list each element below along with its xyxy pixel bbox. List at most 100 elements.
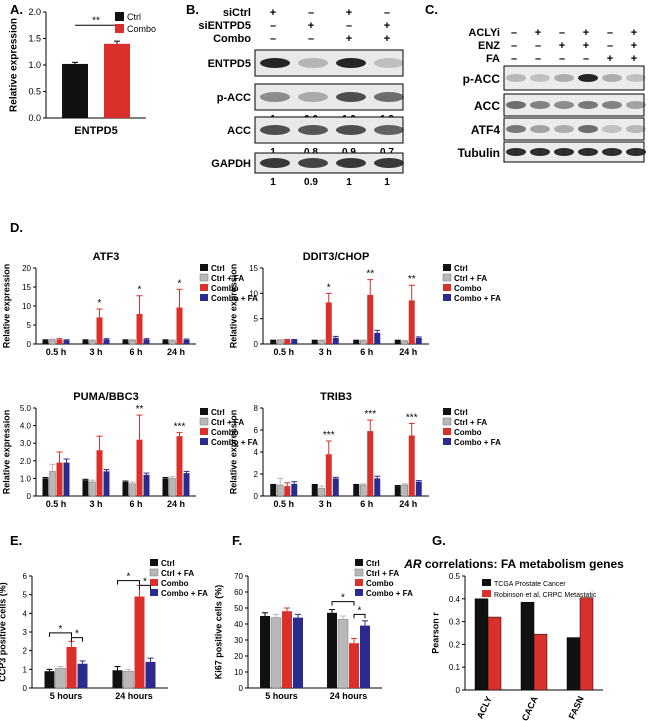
legend-swatch	[443, 284, 451, 291]
y-tick-label: 2	[23, 647, 28, 656]
bar-combo	[282, 611, 292, 688]
bar-robinson	[579, 597, 594, 691]
significance-bracket	[353, 613, 366, 619]
y-tick-label: 5	[27, 321, 32, 330]
bar-combo-fa	[415, 481, 422, 496]
significance-stars: *	[59, 624, 63, 635]
blot-c: ACLYi – + – + – +ENZ – – + + – +FA – – – – + +p-ACCACCATF4…	[458, 27, 646, 163]
bar-ctrl	[311, 485, 318, 496]
y-tick-label: 60	[234, 588, 243, 597]
bar-ctrl-fa	[270, 617, 282, 689]
legend-swatch	[200, 408, 208, 415]
legend-label: Combo + FA	[454, 294, 501, 303]
blot-quant-value: 1	[270, 177, 276, 188]
bar-combo	[136, 313, 143, 344]
y-tick-label: 6	[23, 572, 28, 581]
bar-ctrl-fa	[360, 484, 367, 497]
legend-label: Combo + FA	[454, 438, 501, 447]
bar-tcga	[566, 637, 581, 691]
blot-lane-mark: –	[583, 53, 589, 65]
bar-combo-fa	[360, 625, 370, 688]
x-tick-label: 3 h	[89, 499, 102, 509]
y-tick-label: 2.0	[20, 457, 32, 466]
chart-title: AR correlations: FA metabolism genes	[403, 557, 624, 571]
y-tick-label: 2	[254, 470, 259, 479]
y-tick-label: 0.4	[449, 595, 461, 604]
blot-lane-mark: +	[384, 33, 390, 45]
blot-lane-mark: +	[631, 27, 637, 39]
blot-band	[578, 101, 598, 109]
x-tick-label: 0.5 h	[273, 499, 294, 509]
legend-label: Robinson et al, CRPC Metastatic	[494, 592, 597, 599]
legend-label: Combo	[127, 24, 156, 34]
bar-combo-fa	[293, 617, 303, 688]
bar-ctrl-fa	[318, 488, 325, 497]
y-tick-label: 0	[27, 492, 32, 501]
y-tick-label: 5	[254, 315, 259, 324]
bar-combo	[66, 646, 77, 688]
y-tick-label: 0.2	[449, 640, 461, 649]
blot-band	[336, 92, 366, 102]
blot-lane-mark: +	[559, 40, 565, 52]
blot-row-label: ACC	[227, 125, 251, 137]
bar-ctrl	[82, 340, 89, 344]
legend-label: Ctrl	[211, 264, 225, 273]
bar-ctrl-fa	[277, 339, 284, 345]
significance-stars: *	[98, 298, 102, 309]
bar-combo	[176, 307, 183, 344]
blot-lane-mark: +	[346, 33, 352, 45]
bar-ctrl	[353, 485, 360, 496]
bar-ctrl-fa	[49, 339, 56, 345]
x-tick-label: 0.5 h	[273, 347, 294, 357]
blot-lane-mark: –	[607, 40, 613, 52]
x-tick-label: 3 h	[89, 347, 102, 357]
blot-header-label: siENTPD5	[198, 20, 251, 32]
blot-header-label: siCtrl	[223, 7, 251, 19]
y-axis-label: Relative expression	[8, 18, 19, 112]
bar-ctrl-fa	[129, 483, 136, 497]
bar-ctrl-fa	[337, 618, 349, 689]
blot-lane-mark: –	[346, 20, 352, 32]
bar-ctrl-fa	[360, 340, 367, 345]
bar-combo	[284, 486, 291, 496]
significance-stars: *	[127, 572, 131, 583]
bar-ctrl-fa	[277, 484, 284, 497]
y-tick-label: 1.0	[20, 474, 32, 483]
blot-band	[554, 74, 574, 82]
y-tick-label: 10	[22, 302, 31, 311]
legend-label: Combo	[454, 428, 482, 437]
y-tick-label: 70	[234, 572, 243, 581]
bar-combo-fa	[332, 337, 339, 344]
blot-band	[506, 125, 526, 133]
legend-label: Combo + FA	[211, 294, 258, 303]
legend-label: Combo + FA	[161, 589, 208, 598]
blot-lane-mark: +	[270, 7, 276, 19]
significance-stars: *	[327, 282, 331, 293]
legend-swatch	[200, 284, 208, 291]
bar-combo	[96, 317, 103, 344]
y-tick-label: 20	[22, 264, 31, 273]
y-tick-label: 30	[234, 636, 243, 645]
blot-band	[260, 92, 290, 102]
blot-row-label: p-ACC	[463, 72, 501, 86]
legend-swatch	[150, 579, 158, 586]
blot-header-label: ACLYi	[468, 27, 500, 39]
y-tick-label: 0	[456, 686, 461, 695]
significance-stars: *	[178, 278, 182, 289]
significance-bracket	[71, 637, 83, 642]
bar-ctrl	[122, 340, 129, 344]
blot-band	[626, 74, 646, 82]
blot-row-label: ENTPD5	[208, 58, 251, 70]
chart-title: PUMA/BBC3	[73, 391, 138, 403]
blot-lane-mark: +	[583, 40, 589, 52]
bar-ctrl	[42, 478, 49, 496]
significance-stars: *	[358, 605, 362, 616]
legend-swatch	[442, 273, 452, 282]
blot-header-label: ENZ	[478, 40, 500, 52]
y-tick-label: 10	[234, 668, 243, 677]
y-tick-label: 0	[254, 492, 259, 501]
chart-d4: 0 2 4 6 8 Relative expression 0.5 h 3 h *** 6 h **…	[229, 391, 502, 509]
blot-row-label: p-ACC	[217, 92, 251, 104]
bar-combo	[408, 435, 415, 496]
legend-swatch	[200, 294, 208, 301]
